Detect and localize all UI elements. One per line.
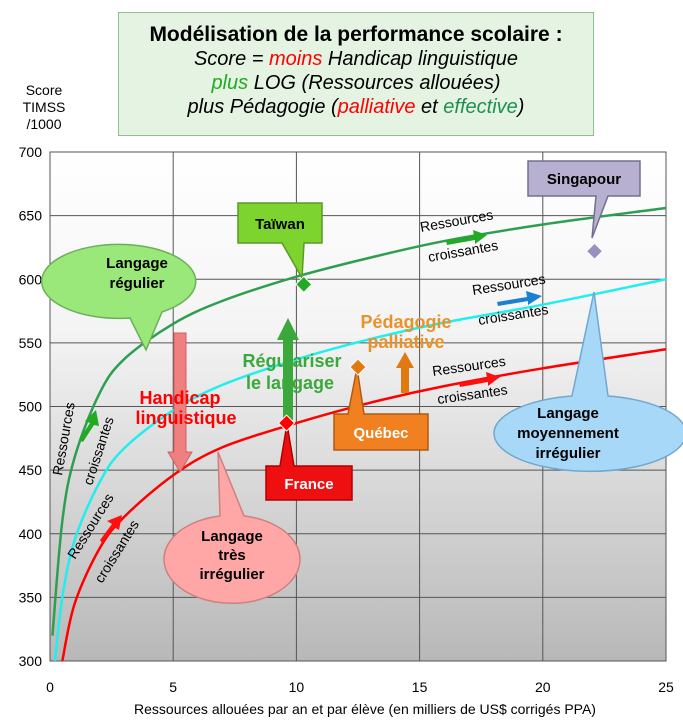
y-tick-label: 450 xyxy=(19,462,43,478)
y-axis-label-3: /1000 xyxy=(26,116,62,132)
x-tick-label: 15 xyxy=(412,679,428,695)
title-line-2a: Score = xyxy=(193,48,269,70)
title-line-4d: effective xyxy=(443,96,518,118)
y-tick-label: 650 xyxy=(19,208,43,224)
x-axis-label: Ressources allouées par an et par élève … xyxy=(134,701,596,717)
point-marker-taïwan xyxy=(295,275,313,294)
y-tick-label: 500 xyxy=(19,399,43,415)
title-line-4b: palliative xyxy=(337,96,416,118)
series-line-1 xyxy=(53,278,667,662)
series-line-0 xyxy=(51,206,667,636)
label-regulariser-2: le langage xyxy=(246,373,334,393)
title-line-3: plus LOG (Ressources allouées) xyxy=(119,71,593,95)
title-line-2c: Handicap linguistique xyxy=(322,48,519,70)
x-tick-label: 20 xyxy=(535,679,551,695)
axis-ticks: 300 350 400 450 500 550 600 650 700 0 5 10 15 20 25 xyxy=(19,144,674,695)
point-label-quebec: Québec xyxy=(353,425,408,442)
callout-tres-line3: irrégulier xyxy=(199,566,264,583)
y-axis-label: Score TIMSS /1000 xyxy=(14,82,74,133)
callout-moy-line1: Langage xyxy=(537,405,599,422)
chart-title-box: Modélisation de la performance scolaire … xyxy=(118,12,594,136)
callout-langage-regulier-line2: régulier xyxy=(109,275,164,292)
point-marker-france xyxy=(277,414,296,432)
arrow-red-left xyxy=(100,515,122,543)
arrow-pedagogie-up xyxy=(396,352,414,393)
title-line-4e: ) xyxy=(517,96,525,118)
y-tick-label: 350 xyxy=(19,589,43,605)
y-tick-label: 400 xyxy=(19,526,43,542)
callout-moy-line3: irrégulier xyxy=(535,445,600,462)
series-lines xyxy=(51,206,667,662)
title-line-4: plus Pédagogie (palliative et effective) xyxy=(119,95,593,119)
x-tick-label: 0 xyxy=(46,679,54,695)
callout-tres-line1: Langage xyxy=(201,528,263,545)
arrow-blue xyxy=(497,291,542,306)
label-handicap-1: Handicap xyxy=(139,388,220,408)
title-line-4c: et xyxy=(415,96,444,118)
y-tick-label: 300 xyxy=(19,653,43,669)
label-handicap-2: linguistique xyxy=(136,408,237,428)
y-tick-label: 600 xyxy=(19,271,43,287)
callout-france xyxy=(265,423,353,501)
title-line-4a: plus Pédagogie ( xyxy=(187,96,338,118)
arrow-green-top xyxy=(446,230,487,245)
point-marker-singapour xyxy=(585,242,604,260)
series-line-2 xyxy=(61,348,667,662)
callout-moy-line2: moyennement xyxy=(517,425,619,442)
country-markers xyxy=(277,242,604,432)
y-axis-label-2: TIMSS xyxy=(22,99,66,115)
point-marker-québec xyxy=(349,358,367,376)
callout-langage-regulier-line1: Langage xyxy=(106,255,168,272)
callout-taiwan xyxy=(237,202,323,281)
y-axis-label-1: Score xyxy=(25,82,63,98)
title-line-3b: LOG (Ressources allouées) xyxy=(248,72,501,94)
arrows xyxy=(79,230,542,543)
x-tick-label: 5 xyxy=(169,679,177,695)
callouts xyxy=(40,160,683,605)
callout-singapour xyxy=(527,160,641,239)
callout-quebec xyxy=(333,367,429,451)
label-regulariser-1: Régulariser xyxy=(242,351,341,371)
arrow-green-left xyxy=(79,410,99,442)
y-tick-label: 700 xyxy=(19,144,43,160)
callout-langage-moyennement xyxy=(493,291,683,473)
title-line-1: Modélisation de la performance scolaire … xyxy=(149,23,563,46)
arrow-handicap-down xyxy=(167,332,193,473)
y-tick-label: 550 xyxy=(19,335,43,351)
point-label-france: France xyxy=(284,476,333,493)
callout-langage-regulier xyxy=(40,243,197,352)
x-tick-label: 25 xyxy=(658,679,674,695)
label-pedagogie-2: palliative xyxy=(367,332,444,352)
x-tick-label: 10 xyxy=(289,679,305,695)
label-pedagogie-1: Pédagogie xyxy=(360,312,451,332)
callout-tres-line2: très xyxy=(218,547,246,564)
arrow-red-right xyxy=(459,372,500,387)
title-line-2b: moins xyxy=(269,48,323,70)
title-line-3a: plus xyxy=(211,72,249,94)
callout-langage-tres-irregulier xyxy=(163,451,301,605)
point-label-taiwan: Taïwan xyxy=(255,216,305,233)
point-label-singapour: Singapour xyxy=(547,171,621,188)
title-line-2: Score = moins Handicap linguistique xyxy=(119,47,593,71)
arrow-regulariser-up xyxy=(277,318,299,420)
